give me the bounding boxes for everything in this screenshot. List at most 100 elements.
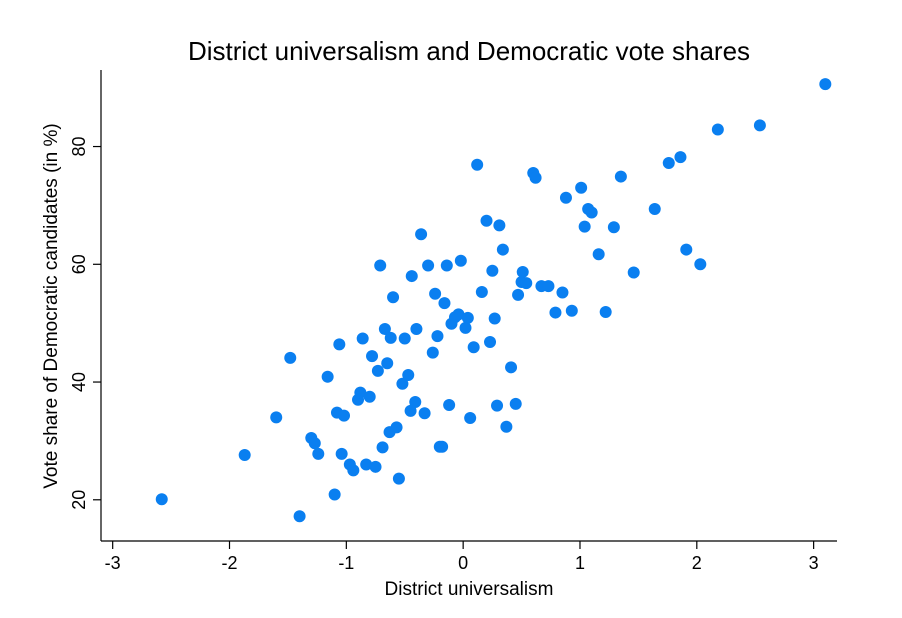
data-point — [592, 248, 605, 261]
data-point — [328, 488, 341, 501]
data-point — [512, 288, 525, 301]
data-point — [454, 254, 467, 267]
x-tick-label: 1 — [575, 553, 585, 573]
data-point — [648, 202, 661, 215]
y-tick-label: 20 — [69, 490, 89, 510]
y-tick-label: 80 — [69, 137, 89, 157]
data-point — [410, 323, 423, 336]
data-point — [238, 449, 251, 462]
data-point — [529, 171, 542, 184]
y-axis-label: Vote share of Democratic candidates (in … — [41, 123, 62, 488]
data-point — [333, 338, 346, 351]
data-point — [585, 206, 598, 219]
x-tick-label: 2 — [692, 553, 702, 573]
data-point — [429, 287, 442, 300]
data-point — [578, 220, 591, 233]
data-point — [680, 243, 693, 256]
data-point — [284, 351, 297, 364]
y-tick-label: 40 — [69, 372, 89, 392]
data-point — [443, 398, 456, 411]
data-point — [402, 368, 415, 381]
data-point — [392, 472, 405, 485]
data-point — [396, 377, 409, 390]
data-points — [155, 78, 832, 523]
data-point — [371, 364, 384, 377]
data-point — [509, 397, 522, 410]
data-point — [418, 407, 431, 420]
x-tick-label: 3 — [809, 553, 819, 573]
plot-area — [155, 78, 832, 523]
data-point — [369, 460, 382, 473]
data-point — [493, 219, 506, 232]
x-tick-label: 0 — [458, 553, 468, 573]
data-point — [471, 158, 484, 171]
data-point — [614, 170, 627, 183]
data-point — [464, 411, 477, 424]
data-point — [337, 409, 350, 422]
data-point — [356, 332, 369, 345]
data-point — [452, 308, 465, 321]
data-point — [467, 341, 480, 354]
data-point — [486, 264, 499, 277]
data-point — [491, 399, 504, 412]
data-point — [415, 228, 428, 241]
x-axis-label: District universalism — [385, 579, 554, 600]
x-tick-label: -3 — [105, 553, 121, 573]
data-point — [387, 291, 400, 304]
data-point — [321, 370, 334, 383]
data-point — [475, 285, 488, 298]
data-point — [484, 336, 497, 349]
data-point — [459, 321, 472, 334]
chart-title: District universalism and Democratic vot… — [188, 36, 750, 66]
data-point — [431, 330, 444, 343]
data-point — [376, 441, 389, 454]
x-tick-label: -2 — [222, 553, 238, 573]
data-point — [520, 277, 533, 290]
data-point — [496, 243, 509, 256]
data-point — [422, 259, 435, 272]
data-point — [405, 270, 418, 283]
data-point — [599, 305, 612, 318]
data-point — [559, 191, 572, 204]
data-point — [627, 266, 640, 279]
data-point — [711, 123, 724, 136]
data-point — [360, 458, 373, 471]
data-point — [607, 221, 620, 234]
data-point — [436, 440, 449, 453]
data-point — [347, 464, 360, 477]
data-point — [505, 361, 518, 374]
x-axis-ticks: -3 -2 -1 0 1 2 3 — [105, 541, 819, 573]
data-point — [335, 447, 348, 460]
data-point — [516, 265, 529, 278]
data-point — [293, 510, 306, 523]
data-point — [381, 357, 394, 370]
y-tick-label: 60 — [69, 254, 89, 274]
data-point — [500, 420, 513, 433]
data-point — [354, 386, 367, 399]
data-point — [308, 437, 321, 450]
data-point — [155, 493, 168, 506]
data-point — [426, 346, 439, 359]
data-point — [565, 304, 578, 317]
data-point — [366, 350, 379, 363]
data-point — [461, 311, 474, 324]
data-point — [374, 259, 387, 272]
data-point — [440, 259, 453, 272]
data-point — [480, 214, 493, 227]
data-point — [390, 421, 403, 434]
data-point — [556, 286, 569, 299]
data-point — [312, 447, 325, 460]
data-point — [662, 157, 675, 170]
data-point — [404, 404, 417, 417]
data-point — [488, 312, 501, 325]
data-point — [753, 119, 766, 132]
data-point — [575, 181, 588, 194]
data-point — [542, 280, 555, 293]
data-point — [819, 78, 832, 91]
data-point — [694, 258, 707, 271]
data-point — [549, 306, 562, 319]
y-axis-ticks: 20 40 60 80 — [69, 137, 101, 510]
x-tick-label: -1 — [338, 553, 354, 573]
data-point — [398, 332, 411, 345]
